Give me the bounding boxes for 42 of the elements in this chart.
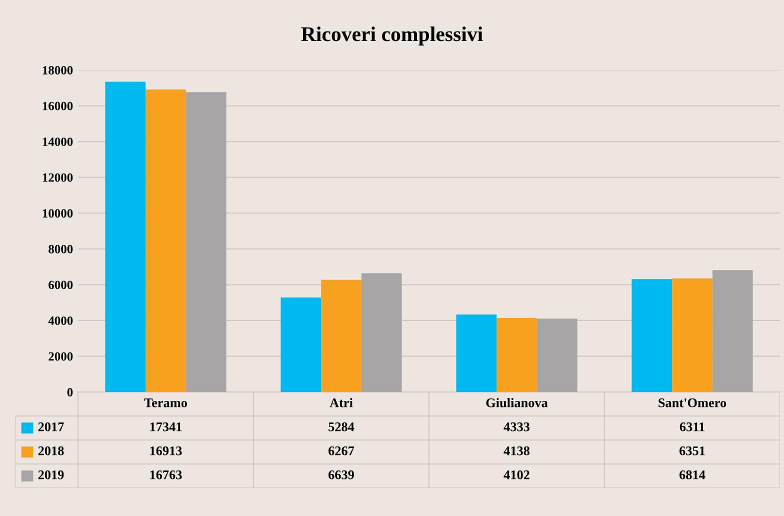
- data-label: 17341: [150, 422, 182, 432]
- bar: [496, 318, 537, 392]
- data-label: 4333: [504, 422, 530, 432]
- y-tick-label: 8000: [48, 244, 73, 254]
- y-tick-label: 0: [67, 388, 73, 396]
- data-label: 4102: [504, 470, 530, 480]
- y-tick-label: 16000: [42, 102, 73, 110]
- data-label: 16763: [150, 470, 182, 480]
- data-label: 6814: [680, 470, 706, 480]
- bar: [536, 318, 578, 392]
- y-tick-label: 12000: [42, 173, 73, 182]
- data-label: 6267: [328, 446, 354, 456]
- y-tick-label: 18000: [42, 66, 73, 74]
- data-label: 6351: [680, 446, 705, 456]
- bar: [146, 89, 186, 392]
- legend-label: 2019: [38, 470, 64, 480]
- bar: [632, 279, 672, 392]
- bar: [672, 278, 712, 392]
- bar: [280, 297, 322, 392]
- chart-title: Ricoveri complessivi: [301, 26, 483, 46]
- bar: [361, 273, 402, 392]
- legend-label: 2017: [38, 422, 64, 432]
- x-tick-label: Sant'Omero: [658, 398, 726, 408]
- x-tick-label: Giulianova: [486, 398, 548, 408]
- y-tick-label: 14000: [42, 138, 73, 146]
- bar: [456, 314, 497, 392]
- bar: [186, 92, 226, 392]
- bar: [321, 280, 362, 392]
- y-tick-label: 2000: [48, 352, 73, 361]
- data-label: 6639: [328, 470, 354, 480]
- data-label: 5284: [328, 422, 354, 432]
- data-label: 4138: [504, 446, 530, 456]
- x-tick-label: Atri: [330, 398, 353, 408]
- bar: [712, 270, 753, 392]
- data-label: 6311: [680, 422, 704, 432]
- x-tick-label: Teramo: [144, 398, 187, 408]
- data-label: 16913: [150, 446, 182, 456]
- y-tick-label: 6000: [48, 280, 73, 290]
- y-tick-label: 10000: [42, 209, 73, 218]
- y-tick-label: 4000: [48, 316, 73, 325]
- legend-label: 2018: [38, 446, 64, 456]
- bar: [105, 82, 146, 392]
